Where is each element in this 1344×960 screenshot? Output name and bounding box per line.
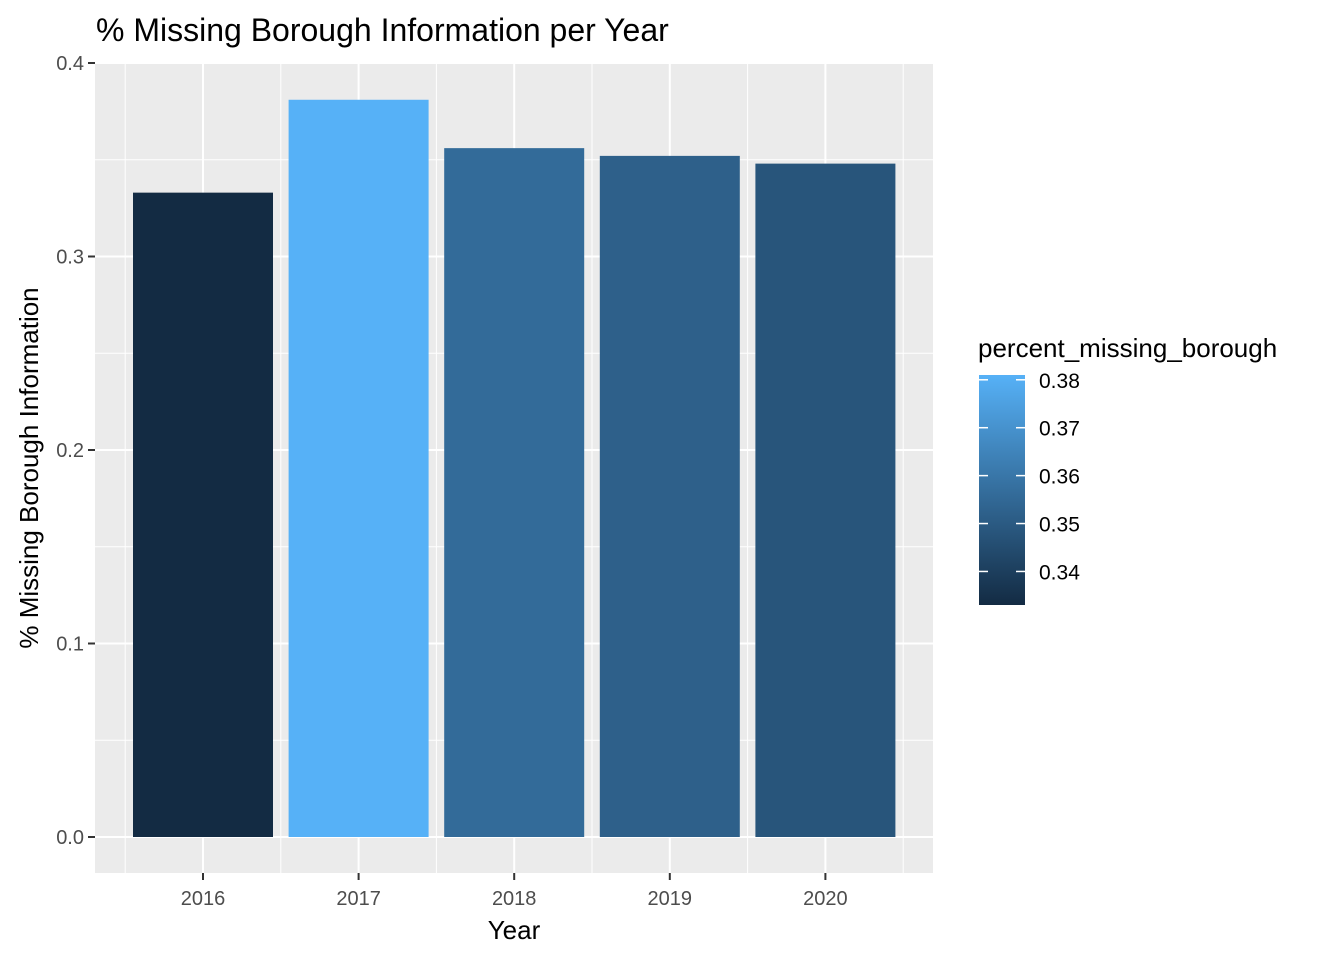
y-axis-title: % Missing Borough Information	[14, 287, 44, 648]
bar-2017	[288, 99, 429, 837]
x-axis-title: Year	[488, 915, 541, 945]
legend-title: percent_missing_borough	[978, 333, 1277, 363]
y-tick-label: 0.2	[56, 440, 84, 462]
x-tick-label: 2017	[336, 888, 381, 910]
chart-title: % Missing Borough Information per Year	[96, 12, 669, 48]
y-tick-label: 0.3	[56, 247, 84, 269]
bars	[133, 99, 896, 837]
y-axis: 0.0 0.1 0.2 0.3 0.4	[56, 53, 95, 849]
x-tick-label: 2020	[803, 888, 848, 910]
y-tick-label: 0.1	[56, 634, 84, 656]
bar-2016	[133, 192, 273, 837]
x-tick-label: 2019	[648, 888, 693, 910]
bar-2018	[444, 148, 585, 837]
y-tick-label: 0.4	[56, 53, 84, 75]
bar-2019	[599, 155, 740, 837]
legend-tick-label: 0.35	[1039, 514, 1080, 537]
legend-tick-label: 0.38	[1039, 370, 1080, 393]
legend-ticks: 0.34 0.35 0.36 0.37 0.38	[979, 370, 1080, 584]
x-tick-label: 2018	[492, 888, 537, 910]
y-tick-label: 0.0	[56, 827, 84, 849]
legend-tick-label: 0.34	[1039, 561, 1080, 584]
x-axis: 2016 2017 2018 2019 2020	[181, 873, 848, 910]
legend-tick-label: 0.36	[1039, 466, 1080, 489]
legend-tick-label: 0.37	[1039, 418, 1080, 441]
color-legend: percent_missing_borough 0.34 0.35 0.36 0.37…	[978, 333, 1277, 605]
x-tick-label: 2016	[181, 888, 226, 910]
legend-colorbar	[979, 375, 1025, 605]
bar-2020	[755, 163, 896, 837]
